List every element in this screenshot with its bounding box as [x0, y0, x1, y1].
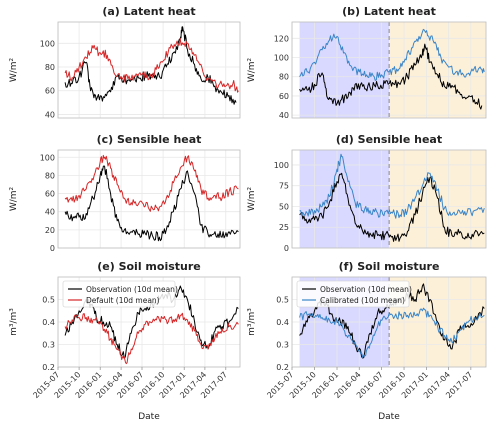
y-tick-label: 80 — [45, 171, 55, 180]
y-tick-label: 80 — [279, 73, 289, 82]
y-tick-label: 80 — [45, 63, 55, 72]
panel-d: 0 25 50 75 100 (d) Sensible heat W/m² — [247, 133, 487, 253]
y-tick-label: 40 — [279, 111, 289, 120]
legend-entry: Calibrated (10d mean) — [320, 296, 405, 305]
series-line-0 — [299, 43, 483, 110]
panel-title: (c) Sensible heat — [97, 133, 202, 146]
x-axis-label: Date — [378, 412, 400, 422]
y-axis-label: W/m² — [9, 57, 19, 82]
plot-frame — [291, 21, 487, 119]
legend-box — [62, 280, 176, 308]
series-line-1 — [64, 38, 239, 93]
legend-entry: Observation (10d mean) — [320, 285, 412, 294]
panel-b: 40 60 80 100 120 (b) Latent heat W/m² — [247, 5, 487, 120]
x-axis-label: Date — [138, 412, 160, 422]
y-tick-label: 20 — [45, 226, 55, 235]
panel-title: (f) Soil moisture — [339, 260, 440, 273]
y-tick-label: 100 — [274, 54, 289, 63]
y-tick-label: 0.3 — [42, 341, 55, 350]
y-tick-label: 0.5 — [276, 296, 289, 305]
panel-e: 0.20.30.40.5(e) Soil moisturem³/m³2015-0… — [9, 260, 241, 422]
y-tick-label: 40 — [45, 208, 55, 217]
panel-f: 0.20.30.40.5(f) Soil moisturem³/m³2015-0… — [247, 260, 487, 422]
plot-frame — [291, 149, 487, 249]
period-shading-0 — [299, 22, 390, 118]
series-line-1 — [299, 307, 485, 358]
y-tick-label: 75 — [279, 182, 289, 191]
y-tick-label: 0.3 — [276, 341, 289, 350]
y-tick-label: 0.5 — [42, 296, 55, 305]
legend-entry: Observation (10d mean) — [86, 285, 178, 294]
panel-title: (e) Soil moisture — [97, 260, 201, 273]
y-tick-label: 50 — [279, 202, 289, 211]
y-tick-label: 25 — [279, 223, 289, 232]
series-line-0 — [64, 165, 239, 242]
series-line-1 — [299, 28, 485, 81]
y-tick-label: 0.2 — [276, 363, 289, 372]
plot-frame — [291, 276, 487, 368]
panel-title: (b) Latent heat — [342, 5, 436, 18]
y-tick-label: 0.2 — [42, 363, 55, 372]
series-line-1 — [64, 154, 239, 212]
y-tick-label: 0.4 — [42, 318, 55, 327]
y-axis-label: m³/m³ — [9, 308, 19, 336]
y-tick-label: 40 — [45, 110, 55, 119]
y-tick-label: 100 — [40, 39, 55, 48]
legend: Observation (10d mean) Calibrated (10d me… — [296, 280, 412, 308]
y-axis-label: W/m² — [247, 186, 257, 211]
y-tick-label: 100 — [40, 153, 55, 162]
y-tick-label: 0 — [284, 244, 289, 253]
y-axis-label: W/m² — [247, 57, 257, 82]
series-line-0 — [64, 26, 237, 105]
panel-c: 0 20 40 60 80 100 (c) Sensible heat W/m² — [9, 133, 241, 253]
y-tick-label: 120 — [274, 34, 289, 43]
y-axis-label: m³/m³ — [247, 308, 257, 336]
panel-title: (a) Latent heat — [102, 5, 195, 18]
plot-frame — [57, 149, 241, 249]
y-tick-label: 60 — [45, 190, 55, 199]
panel-a: 40 60 80 100 (a) Latent heat W/m² — [9, 5, 241, 119]
y-tick-label: 100 — [274, 161, 289, 170]
panel-title: (d) Sensible heat — [336, 133, 442, 146]
y-tick-label: 0.4 — [276, 318, 289, 327]
y-tick-label: 60 — [279, 92, 289, 101]
y-tick-label: 0 — [50, 244, 55, 253]
legend-entry: Default (10d mean) — [86, 296, 160, 305]
legend-box — [296, 280, 410, 308]
legend: Observation (10d mean) Default (10d mean) — [62, 280, 178, 308]
plot-frame — [57, 276, 241, 368]
y-axis-label: W/m² — [9, 186, 19, 211]
series-line-0 — [299, 172, 485, 242]
series-line-1 — [64, 312, 239, 365]
series-line-1 — [299, 153, 485, 219]
period-shading-1 — [389, 150, 486, 248]
y-tick-label: 60 — [45, 87, 55, 96]
plot-frame — [57, 21, 241, 119]
